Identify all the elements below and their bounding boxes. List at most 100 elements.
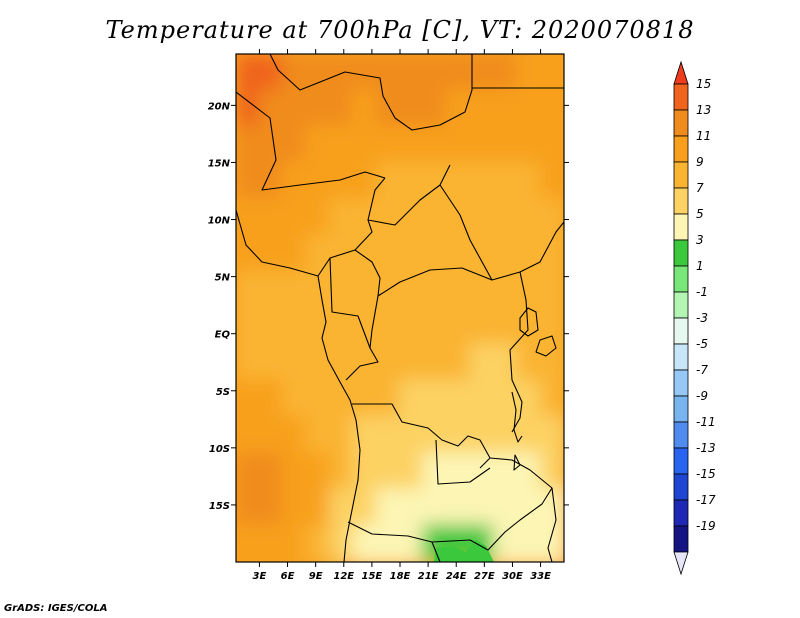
field-cell	[446, 126, 471, 164]
field-cell	[258, 89, 283, 127]
field-cell	[422, 307, 447, 345]
field-cell	[469, 126, 494, 164]
field-cell	[305, 525, 330, 563]
field-cell	[235, 525, 260, 563]
field-cell	[540, 307, 565, 345]
x-tick-label: 9E	[309, 571, 323, 582]
field-cell	[469, 307, 494, 345]
field-cell	[352, 126, 377, 164]
field-cell	[376, 234, 401, 272]
colorbar-swatch	[674, 474, 688, 500]
field-cell	[493, 198, 518, 236]
colorbar: 15131197531-1-3-5-7-9-11-13-15-17-19	[674, 62, 716, 574]
field-cell	[493, 162, 518, 200]
field-cell	[469, 162, 494, 200]
field-cell	[305, 198, 330, 236]
colorbar-label: 11	[696, 129, 711, 143]
field-cell	[493, 234, 518, 272]
field-cell	[516, 271, 541, 309]
colorbar-swatch	[674, 448, 688, 474]
colorbar-swatch	[674, 526, 688, 552]
colorbar-swatch	[674, 188, 688, 214]
field-cell	[352, 307, 377, 345]
field-cell	[399, 525, 424, 563]
field-cell	[258, 162, 283, 200]
field-cell	[493, 307, 518, 345]
field-cell	[446, 307, 471, 345]
field-cell	[516, 162, 541, 200]
y-tick-label: 20N	[208, 101, 231, 112]
field-cell	[329, 271, 354, 309]
colorbar-label: -5	[696, 337, 708, 351]
field-cell	[493, 488, 518, 526]
colorbar-swatch	[674, 110, 688, 136]
field-cell	[235, 198, 260, 236]
field-cell	[540, 126, 565, 164]
x-tick-label: 24E	[446, 571, 467, 582]
field-cell	[446, 452, 471, 490]
field-cell	[399, 416, 424, 454]
colorbar-bottom-arrow	[674, 552, 688, 574]
field-cell	[235, 271, 260, 309]
field-cell	[376, 53, 401, 91]
colorbar-top-arrow	[674, 62, 688, 84]
colorbar-label: 7	[696, 181, 704, 195]
field-cell	[235, 126, 260, 164]
field-cell	[376, 198, 401, 236]
field-cell	[282, 525, 307, 563]
colorbar-label: 9	[696, 155, 704, 169]
colorbar-label: -19	[696, 519, 716, 533]
x-tick-label: 3E	[253, 571, 267, 582]
colorbar-swatch	[674, 396, 688, 422]
field-cell	[516, 525, 541, 563]
colorbar-swatch	[674, 266, 688, 292]
field-cell	[235, 452, 260, 490]
field-cell	[422, 162, 447, 200]
field-cell	[305, 343, 330, 381]
field-cell	[399, 234, 424, 272]
field-cell	[446, 416, 471, 454]
field-cell	[352, 198, 377, 236]
field-cell	[282, 452, 307, 490]
field-cell	[493, 126, 518, 164]
colorbar-label: -1	[696, 285, 708, 299]
field-cell	[305, 162, 330, 200]
field-cell	[282, 162, 307, 200]
field-cell	[516, 416, 541, 454]
colorbar-label: -13	[696, 441, 716, 455]
field-cell	[376, 343, 401, 381]
field-cell	[399, 89, 424, 127]
x-tick-label: 27E	[474, 571, 495, 582]
colorbar-label: -9	[696, 389, 708, 403]
field-cell	[305, 53, 330, 91]
field-cell	[376, 452, 401, 490]
field-cell	[376, 89, 401, 127]
field-cell	[282, 271, 307, 309]
field-cell	[493, 343, 518, 381]
colorbar-label: -17	[696, 493, 716, 507]
field-cell	[422, 380, 447, 418]
field-cell	[235, 343, 260, 381]
colorbar-swatch	[674, 240, 688, 266]
field-cell	[516, 198, 541, 236]
field-cell	[540, 452, 565, 490]
colorbar-swatch	[674, 370, 688, 396]
x-tick-label: 15E	[362, 571, 383, 582]
field-cell	[446, 380, 471, 418]
field-cell	[352, 380, 377, 418]
field-cell	[282, 89, 307, 127]
field-cell	[376, 307, 401, 345]
field-cell	[469, 343, 494, 381]
field-cell	[540, 89, 565, 127]
field-cell	[399, 488, 424, 526]
field-cell	[235, 488, 260, 526]
field-cell	[493, 53, 518, 91]
field-cell	[422, 488, 447, 526]
field-cell	[469, 53, 494, 91]
field-cell	[422, 234, 447, 272]
field-cell	[399, 380, 424, 418]
field-cell	[235, 307, 260, 345]
field-cell	[376, 416, 401, 454]
field-cell	[305, 380, 330, 418]
field-cell	[446, 343, 471, 381]
